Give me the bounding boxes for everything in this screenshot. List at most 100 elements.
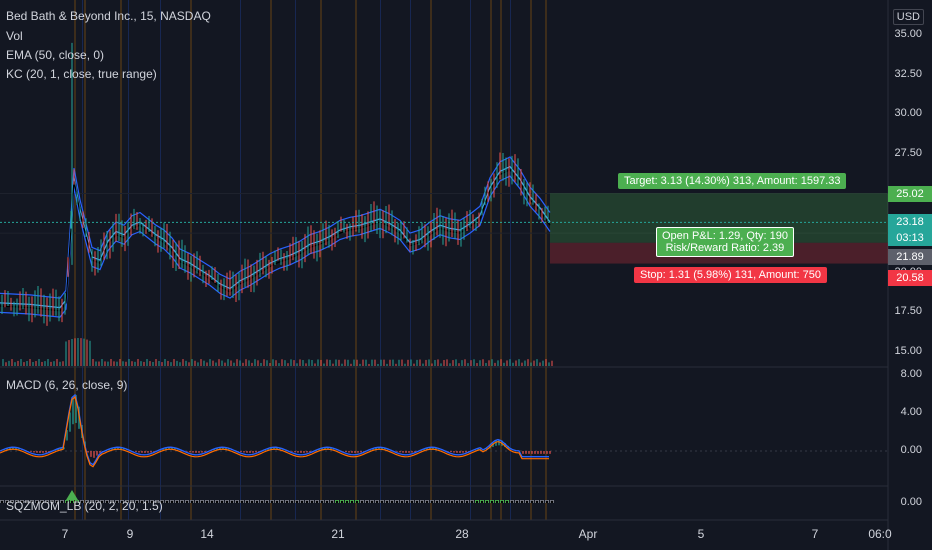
- volume-bar: [428, 359, 430, 366]
- sqz-dot: [105, 500, 109, 504]
- volume-bar: [158, 360, 160, 366]
- sqz-dot: [85, 500, 89, 504]
- macd-histogram-bar: [147, 451, 149, 453]
- volume-bar: [89, 340, 91, 366]
- volume-bar: [332, 363, 334, 366]
- sqz-dot: [90, 500, 94, 504]
- volume-bar: [545, 359, 547, 366]
- volume-bar: [125, 361, 127, 366]
- macd-histogram-bar: [90, 451, 92, 457]
- volume-bar: [329, 359, 331, 366]
- macd-histogram-bar: [495, 440, 497, 446]
- volume-bar: [506, 360, 508, 366]
- volume-bar: [449, 363, 451, 366]
- sqz-dot: [170, 500, 174, 504]
- sqz-dot: [315, 500, 319, 504]
- macd-histogram-bar: [399, 451, 401, 453]
- volume-bar: [233, 362, 235, 366]
- macd-histogram-bar: [195, 451, 197, 453]
- legend-symbol[interactable]: Bed Bath & Beyond Inc., 15, NASDAQ: [6, 9, 211, 23]
- macd-histogram-bar: [540, 451, 542, 454]
- volume-bar: [431, 363, 433, 366]
- volume-bar: [368, 363, 370, 366]
- sqz-dot: [455, 500, 459, 504]
- sqz-dot: [115, 500, 119, 504]
- macd-histogram-bar: [204, 451, 206, 453]
- legend-sqz[interactable]: SQZMOM_LB (20, 2, 20, 1.5): [6, 499, 163, 513]
- price-tick: 35.00: [894, 28, 922, 40]
- macd-histogram-bar: [252, 451, 254, 453]
- macd-histogram-bar: [117, 447, 119, 450]
- volume-bar: [308, 359, 310, 366]
- volume-bar: [41, 361, 43, 366]
- sqz-dot: [125, 500, 129, 504]
- legend-kc[interactable]: KC (20, 1, close, true range): [6, 67, 157, 81]
- sqz-dot: [70, 500, 74, 504]
- sqz-dot: [450, 500, 454, 504]
- time-tick: 7: [61, 527, 69, 541]
- volume-bar: [161, 362, 163, 366]
- sqz-dot: [355, 500, 359, 504]
- macd-histogram-bar: [225, 447, 227, 450]
- macd-histogram-bar: [309, 451, 311, 453]
- sqz-dot: [15, 500, 19, 504]
- sqz-dot: [40, 500, 44, 504]
- macd-histogram-bar: [462, 451, 464, 453]
- macd-histogram-bar: [201, 451, 203, 453]
- volume-bar: [11, 359, 13, 366]
- volume-bar: [515, 360, 517, 366]
- volume-bar: [275, 360, 277, 366]
- sqz-dot: [325, 500, 329, 504]
- session-highlight: [320, 0, 322, 520]
- macd-histogram-bar: [300, 451, 302, 453]
- macd-histogram-bar: [477, 448, 479, 450]
- macd-histogram-bar: [465, 451, 467, 453]
- macd-histogram-bar: [186, 451, 188, 452]
- volume-bar: [503, 362, 505, 366]
- legend-ema[interactable]: EMA (50, close, 0): [6, 48, 105, 62]
- sqz-dot: [140, 500, 144, 504]
- sqz-dot: [520, 500, 524, 504]
- macd-histogram-bar: [351, 451, 353, 453]
- volume-bar: [38, 359, 40, 366]
- volume-bar: [527, 359, 529, 366]
- macd-histogram-bar: [543, 451, 545, 454]
- currency-label[interactable]: USD: [892, 9, 924, 25]
- volume-bar: [77, 338, 79, 366]
- macd-histogram-bar: [429, 447, 431, 450]
- macd-histogram-bar: [66, 430, 68, 441]
- sqz-dot: [430, 500, 434, 504]
- macd-histogram-bar: [303, 451, 305, 453]
- macd-histogram-bar: [270, 447, 272, 450]
- macd-histogram-bar: [150, 451, 152, 453]
- target-label[interactable]: Target: 3.13 (14.30%) 313, Amount: 1597.…: [618, 173, 847, 189]
- legend-vol[interactable]: Vol: [6, 29, 23, 43]
- volume-bar: [53, 361, 55, 366]
- volume-bar: [440, 363, 442, 366]
- legend-macd[interactable]: MACD (6, 26, close, 9): [6, 378, 128, 392]
- volume-bar: [518, 359, 520, 366]
- sqz-dot: [135, 500, 139, 504]
- volume-bar: [71, 338, 73, 366]
- volume-bar: [200, 359, 202, 366]
- volume-bar: [359, 363, 361, 366]
- sqz-dot: [380, 500, 384, 504]
- session-highlight: [84, 0, 86, 520]
- sqz-dot: [80, 500, 84, 504]
- stop-label[interactable]: Stop: 1.31 (5.98%) 131, Amount: 750: [634, 267, 828, 283]
- sqz-dot: [400, 500, 404, 504]
- volume-bar: [476, 363, 478, 366]
- macd-histogram-bar: [456, 451, 458, 453]
- position-info[interactable]: Open P&L: 1.29, Qty: 190 Risk/Reward Rat…: [656, 227, 794, 257]
- volume-bar: [302, 360, 304, 366]
- volume-bar: [314, 363, 316, 366]
- keltner-channel: [0, 156, 551, 318]
- volume-bar: [8, 360, 10, 366]
- volume-bar: [104, 361, 106, 366]
- session-highlight: [120, 0, 122, 520]
- kc-basis: [0, 165, 551, 309]
- volume-bar: [539, 362, 541, 366]
- legend: Bed Bath & Beyond Inc., 15, NASDAQ Vol E…: [6, 9, 211, 82]
- macd-histogram-bar: [525, 451, 527, 454]
